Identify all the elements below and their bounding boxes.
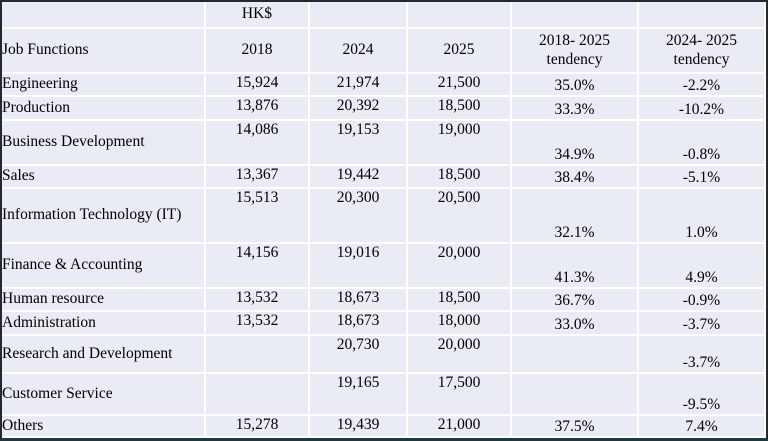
table-row: Others 15,278 19,439 21,000 37.5% 7.4% <box>2 416 766 438</box>
table-row: Human resource 13,532 18,673 18,500 36.7… <box>2 289 766 312</box>
value-2024-cell: 20,300 <box>310 189 408 244</box>
value-2018-cell <box>206 336 310 374</box>
job-function-cell: Human resource <box>2 289 206 312</box>
value-2024-cell: 18,673 <box>310 312 408 336</box>
tendency-2018-2025-cell: 34.9% <box>512 121 639 166</box>
value-2018-cell: 15,924 <box>206 74 310 97</box>
column-header-tendency-2024-2025: 2024- 2025 tendency <box>639 29 766 74</box>
tendency-2024-2025-cell: 7.4% <box>639 416 766 438</box>
tendency-2018-2025-cell: 36.7% <box>512 289 639 312</box>
table-row: Research and Development 20,730 20,000 -… <box>2 336 766 374</box>
tendency-2024-2025-cell: -3.7% <box>639 336 766 374</box>
tendency-2018-2025-cell <box>512 374 639 416</box>
value-2018-cell: 13,367 <box>206 166 310 189</box>
job-function-cell: Customer Service <box>2 374 206 416</box>
value-2025-cell: 21,000 <box>408 416 512 438</box>
value-2025-cell: 20,000 <box>408 244 512 289</box>
job-function-cell: Sales <box>2 166 206 189</box>
empty-cell <box>512 2 639 29</box>
value-2018-cell: 13,876 <box>206 97 310 121</box>
column-header-tendency-2018-2025: 2018- 2025 tendency <box>512 29 639 74</box>
value-2018-cell: 15,513 <box>206 189 310 244</box>
value-2024-cell: 21,974 <box>310 74 408 97</box>
tendency-2024-2025-cell: -0.8% <box>639 121 766 166</box>
value-2025-cell: 18,000 <box>408 312 512 336</box>
tendency-2024-2025-cell: -5.1% <box>639 166 766 189</box>
value-2025-cell: 18,500 <box>408 97 512 121</box>
tendency-2018-2025-cell: 32.1% <box>512 189 639 244</box>
job-function-cell: Information Technology (IT) <box>2 189 206 244</box>
column-header-2025: 2025 <box>408 29 512 74</box>
value-2024-cell: 20,392 <box>310 97 408 121</box>
tendency-2018-2025-cell: 37.5% <box>512 416 639 438</box>
value-2024-cell: 19,153 <box>310 121 408 166</box>
value-2025-cell: 18,500 <box>408 289 512 312</box>
value-2025-cell: 20,500 <box>408 189 512 244</box>
tendency-2024-2025-cell: -3.7% <box>639 312 766 336</box>
tendency-2018-2025-cell: 38.4% <box>512 166 639 189</box>
value-2025-cell: 21,500 <box>408 74 512 97</box>
tendency-2024-2025-cell: -0.9% <box>639 289 766 312</box>
job-function-cell: Production <box>2 97 206 121</box>
value-2025-cell: 18,500 <box>408 166 512 189</box>
value-2024-cell: 20,730 <box>310 336 408 374</box>
unit-header-row: HK$ <box>2 2 766 29</box>
table-row: Sales 13,367 19,442 18,500 38.4% -5.1% <box>2 166 766 189</box>
empty-cell <box>2 2 206 29</box>
empty-cell <box>639 2 766 29</box>
value-2025-cell: 19,000 <box>408 121 512 166</box>
column-header-2024: 2024 <box>310 29 408 74</box>
table-row: Finance & Accounting 14,156 19,016 20,00… <box>2 244 766 289</box>
value-2018-cell: 13,532 <box>206 289 310 312</box>
tendency-2024-2025-cell: 1.0% <box>639 189 766 244</box>
value-2024-cell: 19,165 <box>310 374 408 416</box>
job-function-cell: Business Development <box>2 121 206 166</box>
tendency-2024-2025-cell: -9.5% <box>639 374 766 416</box>
tendency-2018-2025-cell: 33.3% <box>512 97 639 121</box>
value-2018-cell: 14,086 <box>206 121 310 166</box>
value-2018-cell: 14,156 <box>206 244 310 289</box>
value-2025-cell: 17,500 <box>408 374 512 416</box>
job-function-cell: Others <box>2 416 206 438</box>
tendency-2018-2025-cell: 33.0% <box>512 312 639 336</box>
table-row: Administration 13,532 18,673 18,000 33.0… <box>2 312 766 336</box>
value-2024-cell: 19,442 <box>310 166 408 189</box>
job-function-cell: Finance & Accounting <box>2 244 206 289</box>
tendency-2018-2025-cell: 41.3% <box>512 244 639 289</box>
value-2018-cell: 15,278 <box>206 416 310 438</box>
table-row: Information Technology (IT) 15,513 20,30… <box>2 189 766 244</box>
tendency-2024-2025-cell: 4.9% <box>639 244 766 289</box>
value-2018-cell: 13,532 <box>206 312 310 336</box>
tendency-2018-2025-cell <box>512 336 639 374</box>
value-2024-cell: 19,016 <box>310 244 408 289</box>
column-header-row: Job Functions 2018 2024 2025 2018- 2025 … <box>2 29 766 74</box>
table-row: Customer Service 19,165 17,500 -9.5% <box>2 374 766 416</box>
tendency-2018-2025-cell: 35.0% <box>512 74 639 97</box>
value-2024-cell: 19,439 <box>310 416 408 438</box>
unit-label: HK$ <box>206 2 310 29</box>
job-function-cell: Engineering <box>2 74 206 97</box>
empty-cell <box>310 2 408 29</box>
tendency-2024-2025-cell: -2.2% <box>639 74 766 97</box>
table-row: Production 13,876 20,392 18,500 33.3% -1… <box>2 97 766 121</box>
table-row: Engineering 15,924 21,974 21,500 35.0% -… <box>2 74 766 97</box>
value-2024-cell: 18,673 <box>310 289 408 312</box>
job-function-cell: Research and Development <box>2 336 206 374</box>
empty-cell <box>408 2 512 29</box>
value-2018-cell <box>206 374 310 416</box>
value-2025-cell: 20,000 <box>408 336 512 374</box>
table-row: Business Development 14,086 19,153 19,00… <box>2 121 766 166</box>
job-function-cell: Administration <box>2 312 206 336</box>
column-header-2018: 2018 <box>206 29 310 74</box>
column-header-job-functions: Job Functions <box>2 29 206 74</box>
tendency-2024-2025-cell: -10.2% <box>639 97 766 121</box>
